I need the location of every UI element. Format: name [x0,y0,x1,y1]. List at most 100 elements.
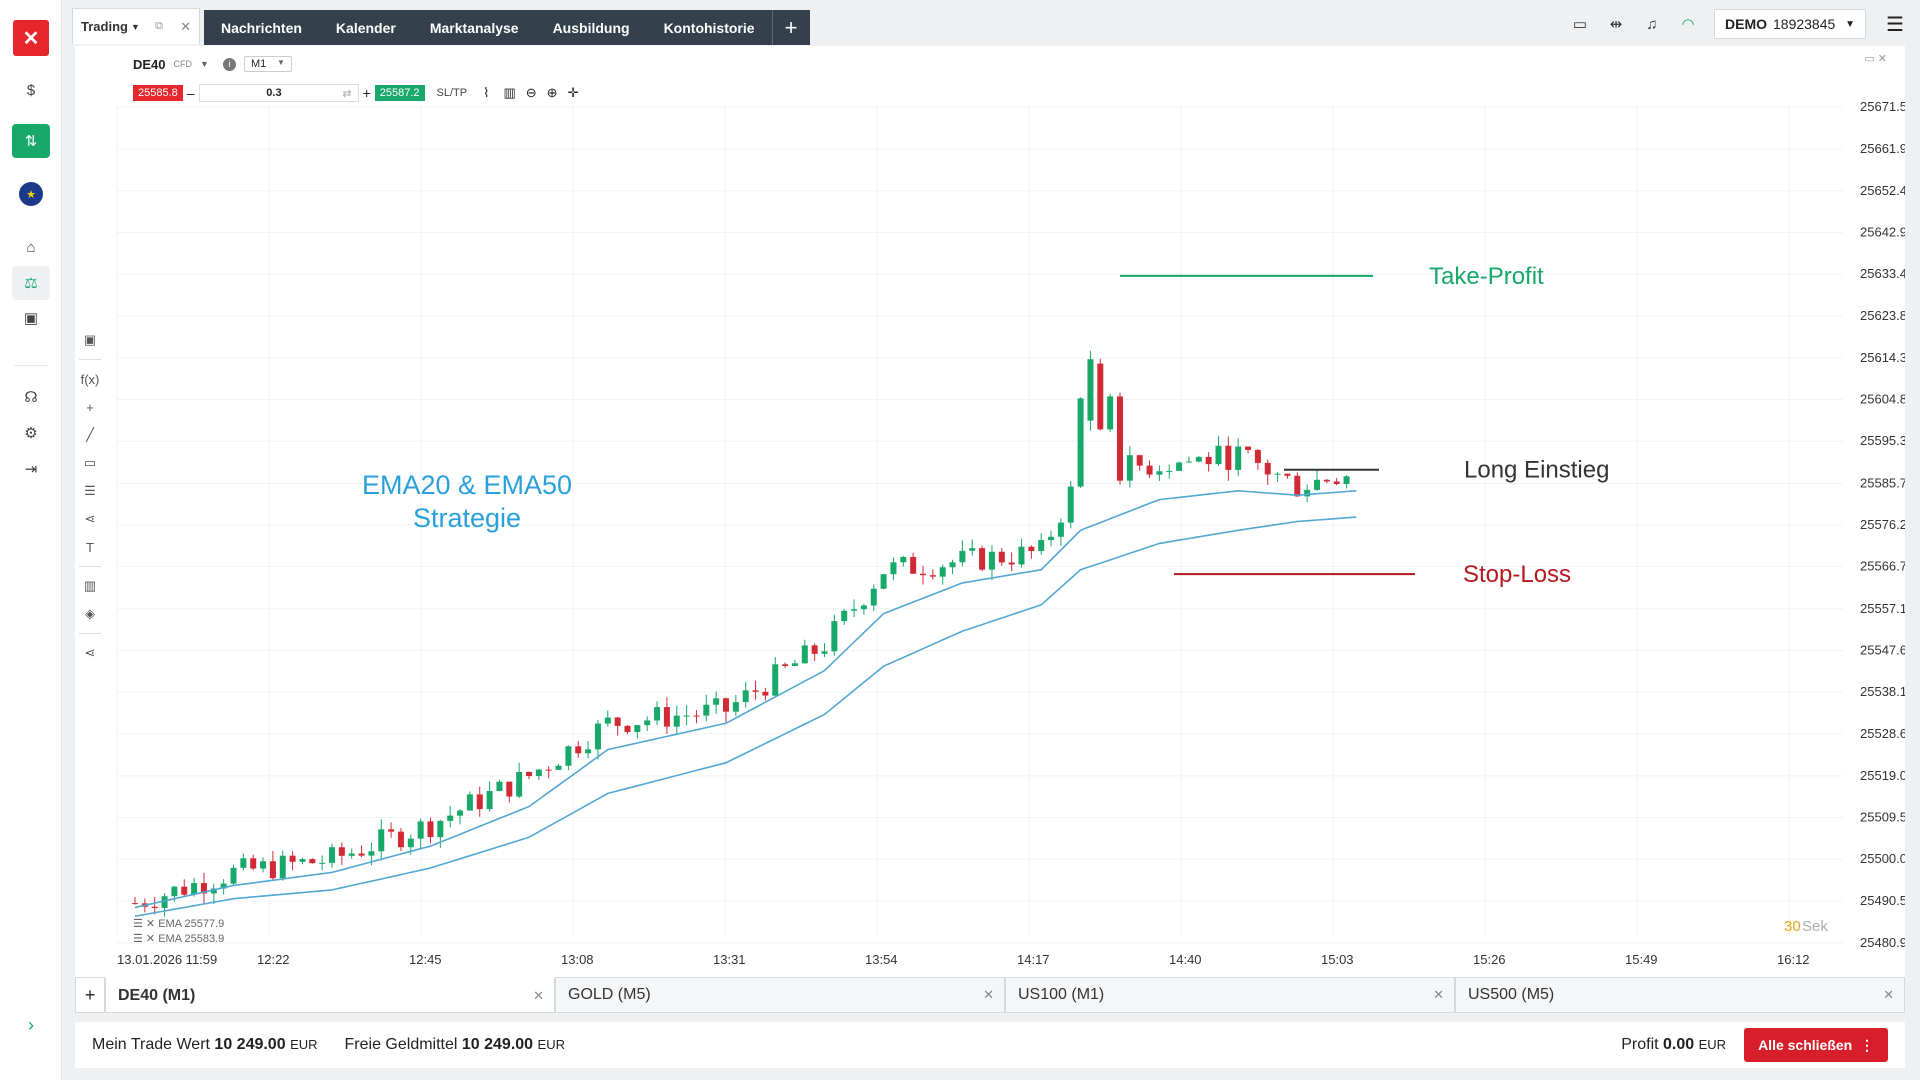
candlestick-icon[interactable]: ▥ [503,85,516,100]
close-icon[interactable]: ✕ [180,18,191,34]
candle-body [880,574,887,589]
candle-body [1314,479,1320,490]
nav-marktanalyse[interactable]: Marktanalyse [429,19,519,36]
text-tool-icon[interactable]: T [86,539,94,555]
minus-button[interactable]: – [186,85,195,101]
candle-body [1008,562,1015,565]
chart-type-icon[interactable]: ▣ [83,332,97,347]
add-tab-button[interactable]: + [771,10,810,45]
candle-body [289,855,296,862]
candle-body [466,794,473,811]
logout-icon[interactable]: ⇥ [24,461,38,478]
price-chart[interactable]: 25671.5 25661.9 25652.4 25642.9 25633.4 25623… [75,46,1905,977]
x-tick-label: 15:26 [1473,952,1506,967]
zoom-in-icon[interactable]: ⊕ [546,85,558,100]
home-icon[interactable]: ⌂ [26,238,36,256]
candle-body [860,605,867,610]
candle-body [1048,536,1055,541]
instrument-tab[interactable]: US100 (M1) ✕ [1005,977,1455,1013]
nav-kontohistorie[interactable]: Kontohistorie [663,19,755,36]
close-all-button[interactable]: Alle schließen ⋮ [1744,1028,1888,1062]
x-tick-label: 13:31 [713,952,746,967]
candle-body [1166,470,1173,472]
sltp-button[interactable]: SL/TP [436,87,468,99]
candle-body [841,610,848,622]
nav-ausbildung[interactable]: Ausbildung [552,19,630,36]
candle-body [752,690,759,692]
candle-body [594,723,601,750]
instrument-tab[interactable]: DE40 (M1) ✕ [105,977,555,1013]
quantity-input[interactable]: 0.3 ⇄ [198,84,359,102]
candle-body [1057,522,1064,537]
fibonacci-icon[interactable]: ☰ [84,483,96,498]
chevron-down-icon[interactable]: ▼ [200,59,209,69]
share-icon[interactable]: ⋖ [84,645,96,660]
trend-line-icon[interactable]: ╱ [86,427,94,442]
x-tick-label: 13:08 [561,952,594,967]
candle-body [171,886,178,897]
bell-icon[interactable]: ♫ [1646,15,1658,33]
hamburger-menu-icon[interactable]: ☰ [1886,13,1904,36]
instrument-tab[interactable]: GOLD (M5) ✕ [555,977,1005,1013]
trade-value: Mein Trade Wert 10 249.00 EUR [92,1036,318,1053]
candle-body [1087,359,1094,421]
chevron-down-icon[interactable]: ▼ [130,21,140,32]
x-tick-label: 15:49 [1625,952,1658,967]
candle-body [663,707,670,727]
crosshair-tool-icon[interactable]: + [86,399,94,415]
close-icon[interactable]: ✕ [533,987,544,1003]
external-window-icon[interactable]: ⧉ [155,20,163,32]
candle-body [151,906,158,909]
market-chart-icon[interactable]: ⚖ [12,266,50,300]
brand-logo[interactable]: ✕ [13,20,49,56]
zoom-out-icon[interactable]: ⊖ [525,85,537,100]
close-icon[interactable]: ✕ [1883,987,1894,1002]
candle-settings-icon[interactable]: ▥ [83,578,97,593]
candle-body [378,829,385,852]
rectangle-icon[interactable]: ▭ [83,455,97,470]
buy-price-button[interactable]: 25587.2 [374,85,425,101]
candle-body [998,551,1005,563]
account-selector[interactable]: DEMO 18923845 ▼ [1714,9,1866,39]
y-tick-label: 25642.9 [1860,224,1905,239]
nav-nachrichten[interactable]: Nachrichten [221,19,302,36]
candle-body [703,704,710,716]
dollar-circle-icon[interactable]: $ [26,81,36,99]
symbol-name[interactable]: DE40 [133,56,166,72]
calculator-icon[interactable]: ▣ [23,310,39,327]
money-transfer-icon[interactable]: ⇹ [1609,16,1623,33]
window-icon[interactable]: ▭ [1572,16,1588,33]
line-chart-icon[interactable]: ⌇ [483,85,490,100]
candle-body [1294,475,1301,497]
candle-body [1107,396,1114,430]
indicator-icon[interactable]: f(x) [80,371,100,387]
nav-kalender[interactable]: Kalender [335,19,396,36]
eu-flag-icon[interactable]: ★ [12,177,50,211]
layers-icon[interactable]: ◈ [85,606,95,621]
trading-app-icon[interactable]: ⇅ [12,124,50,158]
candle-body [1245,446,1252,450]
trading-tab[interactable]: Trading ▼ ⧉ ✕ [72,8,200,44]
timeframe-select[interactable]: M1 ▼ [243,56,292,72]
chart-header: DE40 CFD ▼ i M1 ▼ [133,56,292,72]
headset-icon[interactable]: ☊ [24,389,38,406]
close-icon[interactable]: ✕ [1433,987,1444,1002]
candle-body [1156,471,1163,475]
pitchfork-icon[interactable]: ⋖ [84,511,96,526]
info-icon[interactable]: i [222,57,236,71]
sell-price-button[interactable]: 25585.8 [133,85,183,101]
expand-sidebar-icon[interactable]: › [28,1014,34,1035]
candle-body [604,717,611,724]
candle-body [397,831,404,848]
close-icon[interactable]: ✕ [983,987,994,1002]
candle-body [1195,456,1202,462]
plus-button[interactable]: + [362,85,371,101]
maximize-icon[interactable]: ▭ ✕ [1864,53,1887,65]
crosshair-icon[interactable]: ✛ [567,85,579,100]
add-instrument-button[interactable]: + [75,977,105,1013]
candle-body [1117,396,1123,481]
gear-icon[interactable]: ⚙ [24,425,38,442]
instrument-tab[interactable]: US500 (M5) ✕ [1455,977,1905,1013]
candle-body [200,883,207,894]
candle-body [782,664,789,666]
